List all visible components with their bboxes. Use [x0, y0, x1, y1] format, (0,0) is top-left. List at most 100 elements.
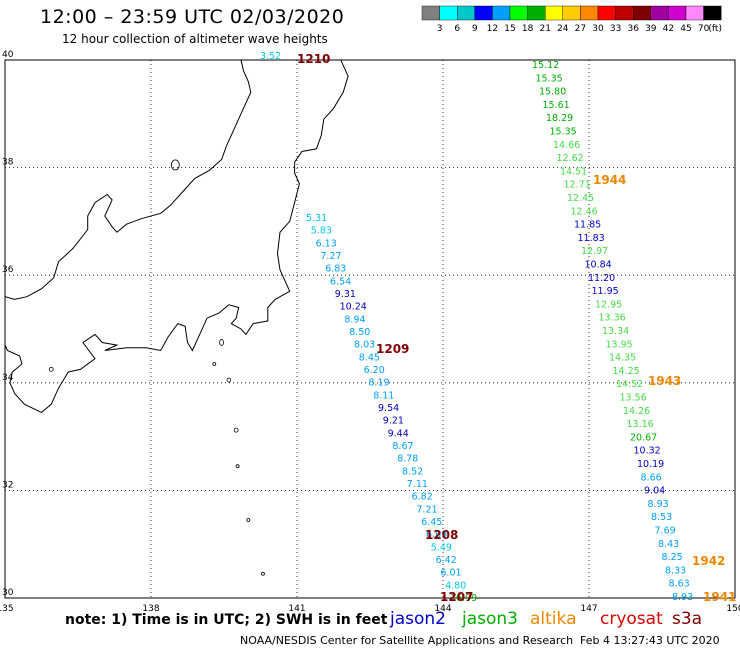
swh-value: 8.45	[359, 352, 380, 363]
swh-value: 8.63	[669, 579, 690, 590]
swh-value: 14.35	[609, 353, 636, 364]
lat-label: 34	[2, 373, 14, 383]
swh-value: 6.01	[440, 568, 461, 579]
legend-label: 39	[645, 24, 657, 34]
island-outline	[235, 464, 240, 469]
swh-value: 10.19	[637, 459, 664, 470]
lon-label: 141	[288, 604, 305, 614]
lon-label: 147	[580, 604, 597, 614]
lat-label: 36	[2, 265, 14, 275]
swh-value: 14.51	[560, 166, 587, 177]
swh-value: 12.62	[557, 153, 584, 164]
legend-label: 33	[610, 24, 621, 34]
satellite-label-altika: altika	[530, 609, 577, 629]
legend-label: 70	[698, 24, 710, 34]
legend-label: 36	[627, 24, 639, 34]
satellite-label-jason2: jason2	[390, 609, 446, 629]
swh-value: 12.46	[571, 206, 598, 217]
timestamp-text: Feb 4 13:27:43 UTC 2020	[580, 634, 720, 647]
swh-value: 7.27	[320, 251, 341, 262]
satellite-label-cryosat: cryosat	[600, 609, 663, 629]
pass-time-label: 1943	[648, 374, 681, 388]
swh-value: 8.33	[665, 565, 686, 576]
swh-value: 11.83	[578, 233, 605, 244]
swh-value: 14.52	[616, 379, 643, 390]
swh-value: 5.31	[306, 213, 327, 224]
swh-value: 9.54	[378, 403, 399, 414]
legend-label: 30	[592, 24, 604, 34]
swh-value: 8.67	[392, 441, 413, 452]
island-outline	[233, 427, 239, 433]
swh-value: 8.53	[651, 512, 672, 523]
lat-label: 38	[2, 158, 14, 168]
swh-value: 13.34	[602, 326, 629, 337]
swh-value: 6.69	[426, 530, 447, 541]
swh-value: 14.26	[623, 406, 650, 417]
swh-value: 8.43	[658, 539, 679, 550]
swh-value: 9.31	[335, 289, 356, 300]
swh-value: 8.94	[344, 314, 365, 325]
pass-time-label: 1209	[376, 342, 409, 356]
legend-unit: (ft)	[708, 24, 722, 34]
lon-label: 135	[0, 604, 14, 614]
lon-label: 150	[726, 604, 740, 614]
swh-value: 10.32	[634, 446, 661, 457]
swh-value: 12.97	[581, 246, 608, 257]
swh-value: 11.95	[592, 286, 619, 297]
coastline	[4, 59, 349, 413]
island-outline	[226, 377, 232, 383]
swh-value: 6.20	[364, 365, 385, 376]
swh-value: 8.52	[402, 466, 423, 477]
swh-value: 8.50	[349, 327, 370, 338]
island-outline	[170, 159, 180, 171]
legend-label: 24	[557, 24, 569, 34]
swh-value: 4.80	[445, 580, 466, 591]
swh-value: 11.20	[588, 273, 615, 284]
swh-value: 9.44	[388, 428, 409, 439]
legend-label: 15	[504, 24, 515, 34]
swh-value: 20.67	[630, 432, 657, 443]
swh-value: 16.99	[450, 593, 477, 604]
swh-value: 6.42	[436, 555, 457, 566]
swh-value: 12.95	[595, 299, 622, 310]
swh-value: 8.93	[672, 592, 693, 603]
legend-label: 18	[522, 24, 534, 34]
island-outline	[261, 571, 265, 576]
pass-time-label: 1210	[297, 52, 330, 66]
legend-label: 27	[575, 24, 586, 34]
island-outline	[246, 518, 251, 522]
page-title: 12:00 – 23:59 UTC 02/03/2020	[40, 6, 345, 28]
swh-value: 8.66	[641, 472, 662, 483]
footer-note: note: 1) Time is in UTC; 2) SWH is in fe…	[65, 612, 388, 628]
pass-time-label: 1941	[703, 590, 736, 604]
swh-value: 7.21	[416, 504, 437, 515]
swh-value: 3.52	[260, 51, 281, 62]
swh-value: 15.80	[539, 87, 566, 98]
swh-value: 13.36	[599, 313, 626, 324]
color-legend: 3 6 9 12 15 18 21 24 27 30 33 36 39 42 45 70 (ft)	[421, 5, 722, 34]
swh-value: 15.61	[543, 100, 570, 111]
swh-value: 14.66	[553, 140, 580, 151]
swh-value: 8.93	[648, 499, 669, 510]
lat-label: 40	[2, 50, 14, 60]
legend-swatch	[703, 5, 722, 21]
swh-value: 15.35	[550, 127, 577, 138]
lat-label: 32	[2, 480, 13, 490]
swh-value: 12.45	[567, 193, 594, 204]
island-outline	[212, 362, 217, 366]
swh-value: 6.82	[412, 492, 433, 503]
page-subtitle: 12 hour collection of altimeter wave hei…	[62, 32, 328, 46]
swh-value: 10.84	[585, 260, 612, 271]
swh-value: 8.25	[662, 552, 683, 563]
lat-label: 30	[2, 588, 14, 598]
swh-value: 7.69	[655, 526, 676, 537]
swh-value: 9.04	[644, 486, 665, 497]
swh-value: 13.56	[620, 393, 647, 404]
swh-value: 12.71	[564, 180, 591, 191]
swh-value: 13.16	[627, 419, 654, 430]
pass-time-label: 1944	[593, 173, 626, 187]
swh-value: 11.85	[574, 220, 601, 231]
swh-value: 5.83	[311, 226, 332, 237]
